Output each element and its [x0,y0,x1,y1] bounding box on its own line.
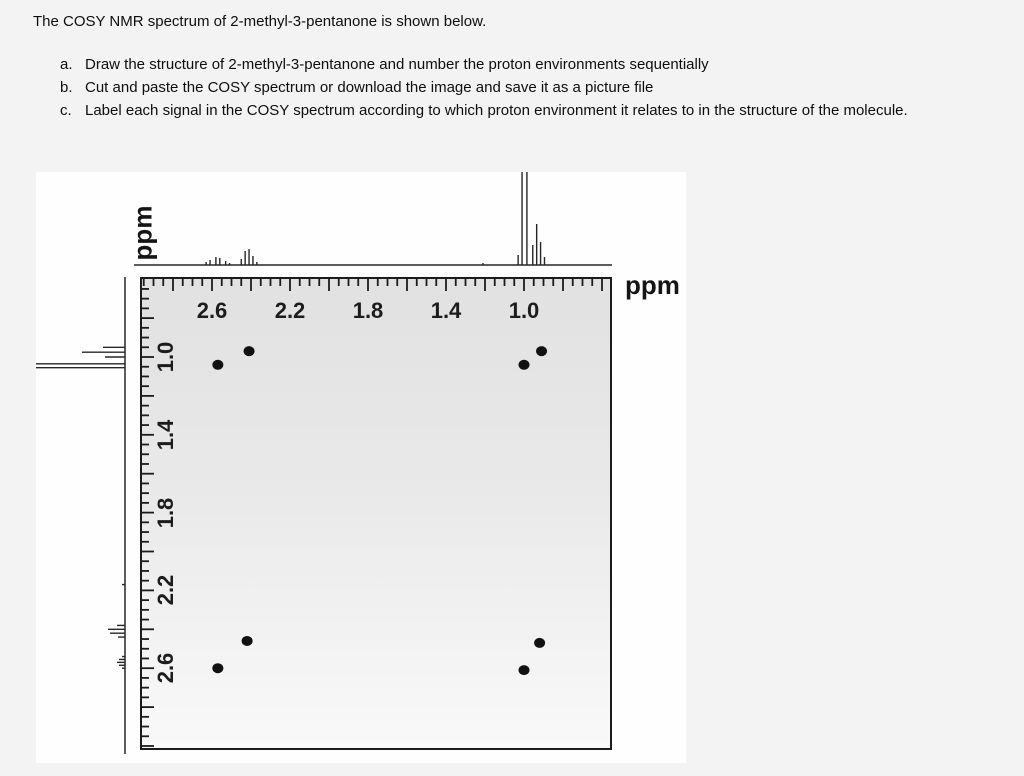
question-item-c: c. Label each signal in the COSY spectru… [33,99,1008,122]
cosy-spectrum-figure: ppm ppm 2.6 2.2 1.8 1.4 1.0 1.0 1.4 1.8 2.2 2.6 [36,172,686,763]
question-title: The COSY NMR spectrum of 2-methyl-3-pent… [33,13,487,30]
x-tick-label: 2.2 [274,298,306,323]
question-list: a. Draw the structure of 2-methyl-3-pent… [33,53,1008,122]
list-text-a: Draw the structure of 2-methyl-3-pentano… [85,56,709,73]
y-tick-label: 1.4 [153,419,178,451]
y-tick-label: 1.0 [153,341,178,373]
x-tick-label: 2.6 [196,298,228,323]
x-tick-label: 1.0 [508,298,540,323]
f2-axis-ppm-label: ppm [625,270,680,300]
y-tick-label: 2.2 [153,575,178,606]
question-item-b: b. Cut and paste the COSY spectrum or do… [33,76,1008,99]
list-text-c: Label each signal in the COSY spectrum a… [85,102,908,119]
y-tick-label: 2.6 [153,652,178,684]
list-marker-a: a. [60,56,73,73]
x-tick-label: 1.4 [430,298,462,323]
y-tick-label: 1.8 [153,497,178,528]
question-block: The COSY NMR spectrum of 2-methyl-3-pent… [33,13,1008,122]
list-marker-b: b. [60,79,73,96]
trace-axis-ppm-label: ppm [127,205,158,261]
list-text-b: Cut and paste the COSY spectrum or downl… [85,79,654,96]
question-item-a: a. Draw the structure of 2-methyl-3-pent… [33,53,1008,76]
cosy-plot-area [140,277,612,750]
x-tick-label: 1.8 [352,298,384,323]
list-marker-c: c. [60,102,72,119]
